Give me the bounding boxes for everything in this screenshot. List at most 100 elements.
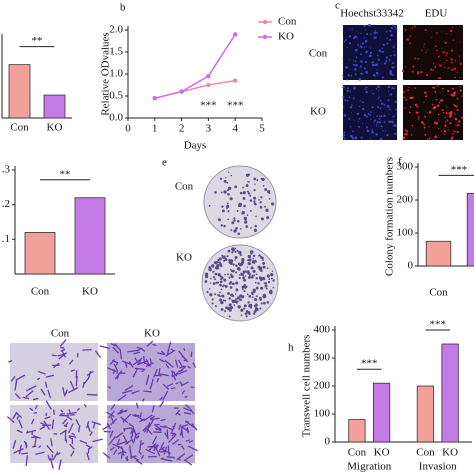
image-speck — [380, 115, 383, 118]
image-speck — [456, 71, 459, 73]
colony — [235, 281, 239, 285]
image-speck — [359, 100, 361, 102]
image-speck — [440, 130, 442, 133]
image-speck — [417, 117, 420, 120]
colony — [252, 257, 254, 260]
colony — [228, 315, 231, 318]
image-speck — [362, 73, 364, 75]
image-speck — [386, 133, 389, 137]
image-speck — [385, 56, 388, 59]
cell — [140, 442, 145, 446]
colony — [238, 274, 241, 276]
colony — [258, 198, 260, 201]
group-label: Invasion — [419, 461, 457, 473]
panel-label: h — [288, 342, 294, 354]
colony — [226, 204, 230, 209]
cell — [69, 443, 75, 450]
colony — [227, 249, 231, 253]
image-speck — [414, 103, 418, 107]
image-speck — [386, 42, 389, 45]
image-speck — [449, 111, 453, 114]
image-speck — [386, 37, 388, 40]
image-speck — [424, 133, 427, 136]
colony — [218, 261, 221, 264]
colony — [226, 181, 229, 184]
image-speck — [440, 99, 443, 102]
image-speck — [404, 107, 406, 109]
cell — [108, 410, 116, 419]
colony — [217, 273, 221, 277]
cell — [46, 444, 54, 454]
cell — [142, 398, 145, 402]
colony — [247, 180, 249, 183]
colony — [229, 197, 233, 201]
colony — [221, 285, 224, 288]
image-speck — [342, 58, 344, 60]
image-speck — [436, 33, 438, 35]
colony — [264, 282, 268, 285]
image-speck — [348, 58, 350, 60]
image — [403, 85, 463, 140]
image-speck — [344, 31, 346, 34]
colony — [235, 227, 238, 230]
image-speck — [354, 136, 358, 140]
colony — [214, 191, 217, 194]
colony — [241, 288, 244, 291]
image-speck — [364, 60, 367, 64]
cell — [47, 389, 52, 399]
cell — [159, 425, 167, 429]
y-axis-label: Colony formation numbers — [384, 157, 396, 276]
cell — [110, 342, 117, 347]
image-speck — [365, 126, 368, 129]
annotation: *** — [227, 100, 244, 112]
image-speck — [437, 113, 440, 116]
y-axis-label: Transwell cell numbers — [301, 335, 313, 438]
colony — [226, 189, 229, 192]
x-tick-label: KO — [47, 122, 63, 134]
colony — [208, 266, 211, 269]
image-speck — [440, 31, 442, 33]
colony — [219, 298, 222, 302]
colony — [233, 217, 236, 220]
colony — [253, 196, 257, 200]
panel-label: f — [398, 156, 402, 168]
image-speck — [444, 66, 446, 69]
colony — [221, 205, 224, 208]
image-speck — [394, 132, 397, 135]
column-label: KO — [144, 328, 160, 340]
image-speck — [393, 54, 396, 57]
image-speck — [444, 62, 446, 63]
image-speck — [425, 73, 429, 77]
cell — [75, 376, 78, 387]
image-speck — [352, 130, 354, 132]
image-speck — [429, 68, 433, 71]
colony — [224, 258, 228, 261]
colony — [264, 205, 266, 208]
image-speck — [450, 33, 452, 35]
colony — [266, 301, 270, 304]
y-tick-label: 0.0 — [109, 112, 123, 124]
image-speck — [375, 133, 378, 136]
cell — [165, 363, 170, 369]
image-speck — [376, 75, 378, 77]
colony — [260, 286, 264, 290]
image-speck — [421, 49, 423, 51]
cell — [155, 425, 162, 430]
colony — [214, 305, 217, 308]
line — [154, 33, 236, 99]
bar — [8, 64, 31, 119]
cell — [134, 357, 140, 365]
colony — [210, 277, 212, 280]
image-speck — [439, 64, 442, 67]
image-speck — [388, 114, 390, 116]
cell — [113, 363, 118, 371]
image-speck — [442, 129, 444, 130]
image-speck — [392, 115, 395, 118]
image-speck — [432, 69, 434, 72]
colony — [224, 273, 226, 276]
image-speck — [403, 96, 406, 99]
cell — [70, 369, 75, 372]
image-speck — [366, 129, 370, 133]
image-speck — [454, 117, 458, 121]
colony — [255, 286, 259, 290]
